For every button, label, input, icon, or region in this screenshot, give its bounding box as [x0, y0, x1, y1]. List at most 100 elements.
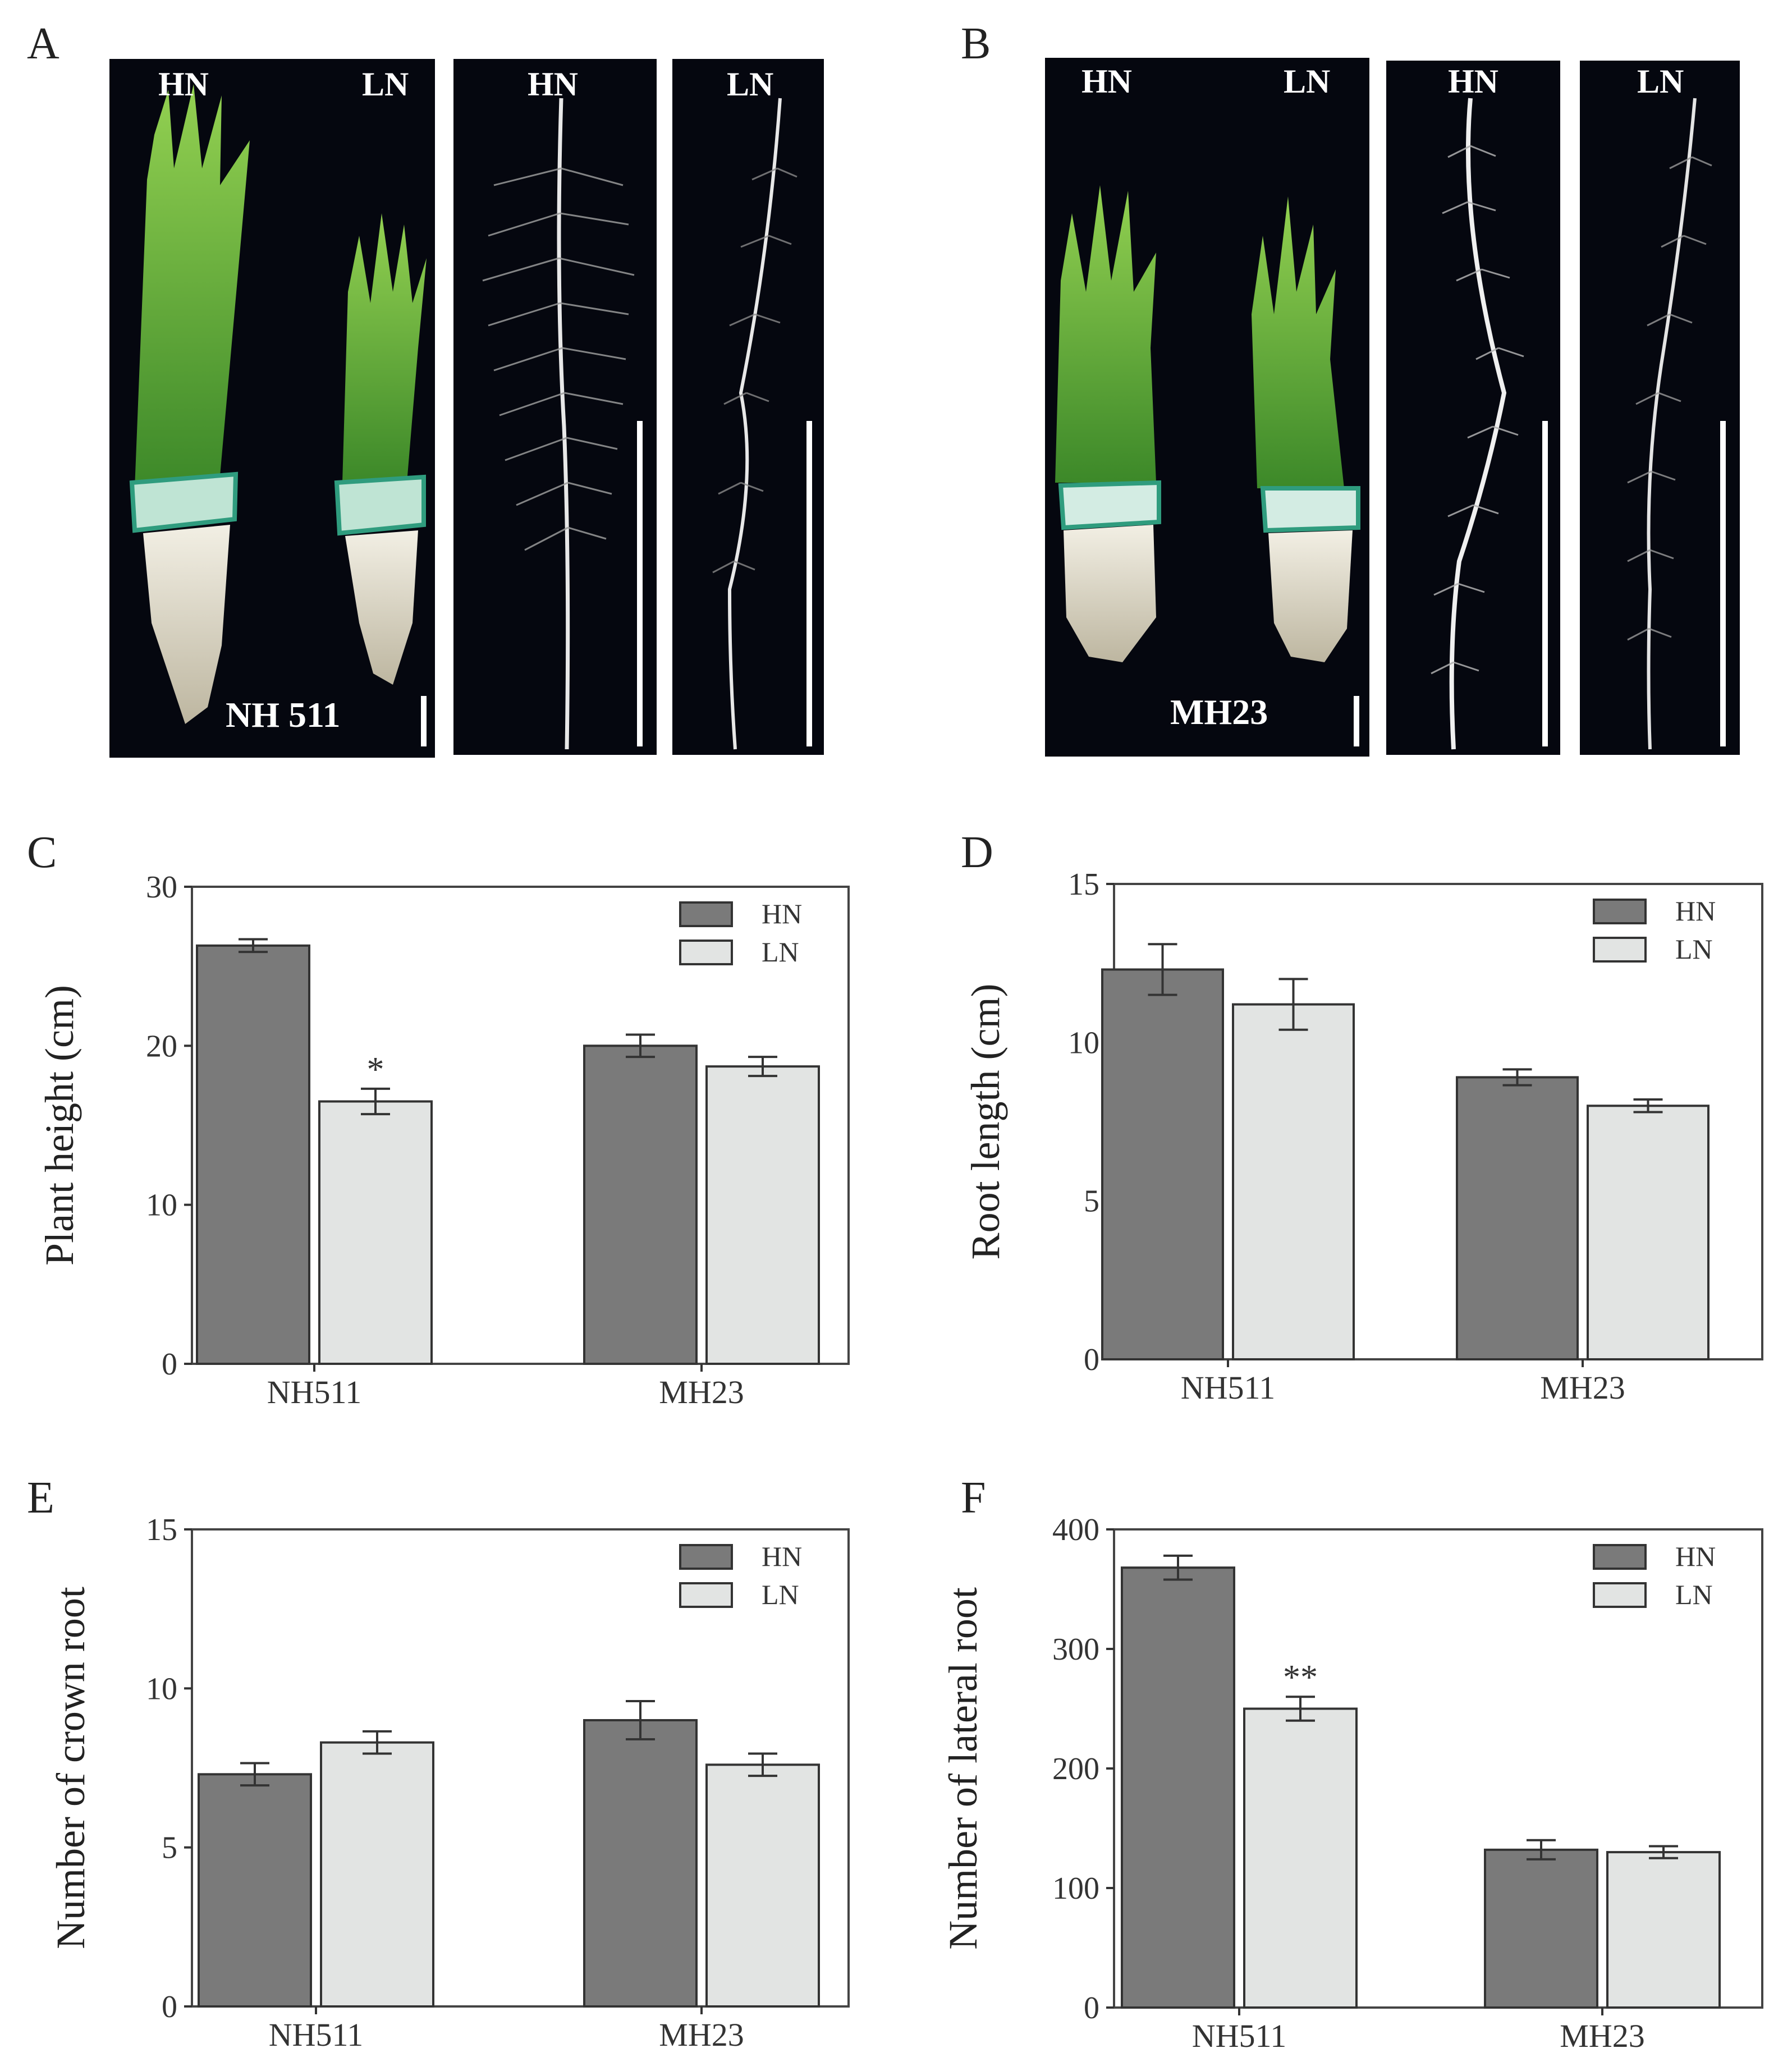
- y-tick-label: 300: [1052, 1632, 1099, 1667]
- root-photo-background: [453, 59, 657, 755]
- legend-label-hn: HN: [762, 898, 802, 929]
- photo-panel-b: B HN LN MH23: [961, 19, 1740, 757]
- legend-swatch-ln: [679, 940, 733, 965]
- error-bar: [1286, 1696, 1315, 1722]
- root-photo-background: [1580, 61, 1740, 755]
- error-bar: [626, 1033, 655, 1059]
- bar-ln: [1243, 1707, 1358, 2009]
- ln-root-photo-mh23: LN: [1580, 61, 1740, 755]
- plot-frame: [191, 886, 850, 1365]
- error-bar: [748, 1056, 777, 1078]
- legend-swatch-hn: [679, 901, 733, 927]
- legend-swatch-hn: [1593, 1544, 1647, 1570]
- x-category-label: NH511: [1181, 1369, 1276, 1406]
- bar-hn: [1101, 968, 1224, 1360]
- y-tick-label: 0: [162, 1347, 177, 1382]
- error-bar: [748, 1752, 777, 1777]
- legend-label-ln: LN: [1675, 933, 1713, 965]
- y-tick-label: 30: [146, 870, 177, 905]
- hn-root-photo-mh23: HN: [1386, 61, 1560, 755]
- y-axis-label: Number of lateral root: [941, 1587, 986, 1950]
- y-tick-label: 0: [1084, 1991, 1099, 2026]
- x-category-label: MH23: [1560, 2018, 1644, 2054]
- bar-hn: [196, 944, 310, 1365]
- bar-hn: [1484, 1848, 1598, 2009]
- panel-letter: C: [27, 828, 57, 877]
- photo-label-ln: LN: [1284, 63, 1330, 100]
- bar-hn: [583, 1044, 698, 1365]
- scale-bar: [637, 421, 643, 746]
- x-category-label: NH511: [267, 1374, 362, 1410]
- x-category-label: NH511: [269, 2017, 364, 2053]
- root-label-ln: LN: [727, 66, 773, 103]
- x-category-label: MH23: [1540, 1369, 1625, 1406]
- plot-frame: [191, 1528, 850, 2008]
- scale-bar: [1542, 421, 1548, 746]
- root-label-ln: LN: [1637, 63, 1684, 100]
- y-tick-label: 15: [146, 1513, 177, 1547]
- error-bar: [1527, 1839, 1556, 1861]
- bar-hn: [198, 1773, 312, 2008]
- bar-hn: [583, 1719, 698, 2008]
- photo-panel-a: A HN LN NH 511: [27, 19, 824, 758]
- cultivar-label-mh23: MH23: [1170, 692, 1268, 732]
- legend-label-ln: LN: [1675, 1579, 1713, 1610]
- panel-letter: F: [961, 1473, 986, 1523]
- error-bar: [361, 1087, 390, 1116]
- photo-label-hn: HN: [158, 66, 209, 103]
- y-tick-label: 10: [146, 1671, 177, 1706]
- legend-swatch-ln: [1593, 1582, 1647, 1608]
- hn-root-photo-nh511: HN: [453, 59, 657, 755]
- error-bar: [1278, 978, 1308, 1031]
- hn-plant-image: [1055, 185, 1161, 662]
- bar-hn: [1456, 1076, 1579, 1360]
- y-axis-label: Number of crown root: [48, 1587, 93, 1949]
- error-bar: [363, 1730, 392, 1755]
- error-bar: [1633, 1098, 1663, 1114]
- root-photo-background: [1386, 61, 1560, 755]
- bar-hn: [1121, 1566, 1235, 2009]
- y-tick-label: 5: [1084, 1184, 1099, 1219]
- photo-label-ln: LN: [362, 66, 409, 103]
- y-tick-label: 400: [1052, 1513, 1099, 1547]
- y-tick-label: 0: [162, 1990, 177, 2024]
- ln-plant-image: [334, 213, 427, 685]
- chart-crown-root-number: E 0 5 10 15 Number of crown root NH511 MH23 HN LN: [27, 1473, 850, 2053]
- error-bar: [239, 938, 268, 954]
- root-label-hn: HN: [1448, 63, 1498, 100]
- primary-root: [727, 98, 782, 750]
- scale-bar: [1720, 421, 1726, 746]
- error-bar: [240, 1762, 269, 1787]
- legend-swatch-hn: [1593, 899, 1647, 924]
- bar-ln: [705, 1065, 820, 1365]
- chart-lateral-root-number: F 0 100 200 300 400 Number of lateral root NH51…: [941, 1473, 1763, 2054]
- significance-marker: **: [1283, 1658, 1318, 1697]
- legend-label-ln: LN: [762, 1579, 799, 1610]
- panel-letter-b: B: [961, 19, 991, 68]
- bar-ln: [320, 1741, 434, 2008]
- root-photo-background: [672, 59, 824, 755]
- primary-root: [1449, 98, 1507, 750]
- error-bar: [1502, 1068, 1532, 1087]
- plant-photo-nh511: HN LN NH 511: [109, 59, 435, 758]
- y-tick-label: 10: [1068, 1025, 1099, 1060]
- root-label-hn: HN: [528, 66, 578, 103]
- primary-root: [1647, 98, 1697, 750]
- scale-bar: [421, 696, 427, 746]
- legend-swatch-hn: [679, 1544, 733, 1570]
- y-tick-label: 200: [1052, 1752, 1099, 1786]
- plant-photo-mh23: HN LN MH23: [1045, 58, 1369, 757]
- x-category-label: NH511: [1192, 2018, 1287, 2054]
- y-tick-label: 15: [1068, 867, 1099, 902]
- error-bar: [1163, 1554, 1193, 1581]
- chart-root-length: D 0 5 10 15 Root length (cm) NH511 MH23 HN LN: [961, 828, 1763, 1406]
- ln-plant-image: [1252, 196, 1360, 662]
- cultivar-label-nh511: NH 511: [226, 695, 340, 735]
- y-tick-label: 0: [1084, 1342, 1099, 1377]
- error-bar: [1148, 943, 1177, 996]
- y-axis-label: Root length (cm): [963, 984, 1008, 1260]
- legend-label-hn: HN: [762, 1541, 802, 1572]
- x-category-label: MH23: [659, 2017, 744, 2053]
- y-axis-label: Plant height (cm): [37, 985, 82, 1266]
